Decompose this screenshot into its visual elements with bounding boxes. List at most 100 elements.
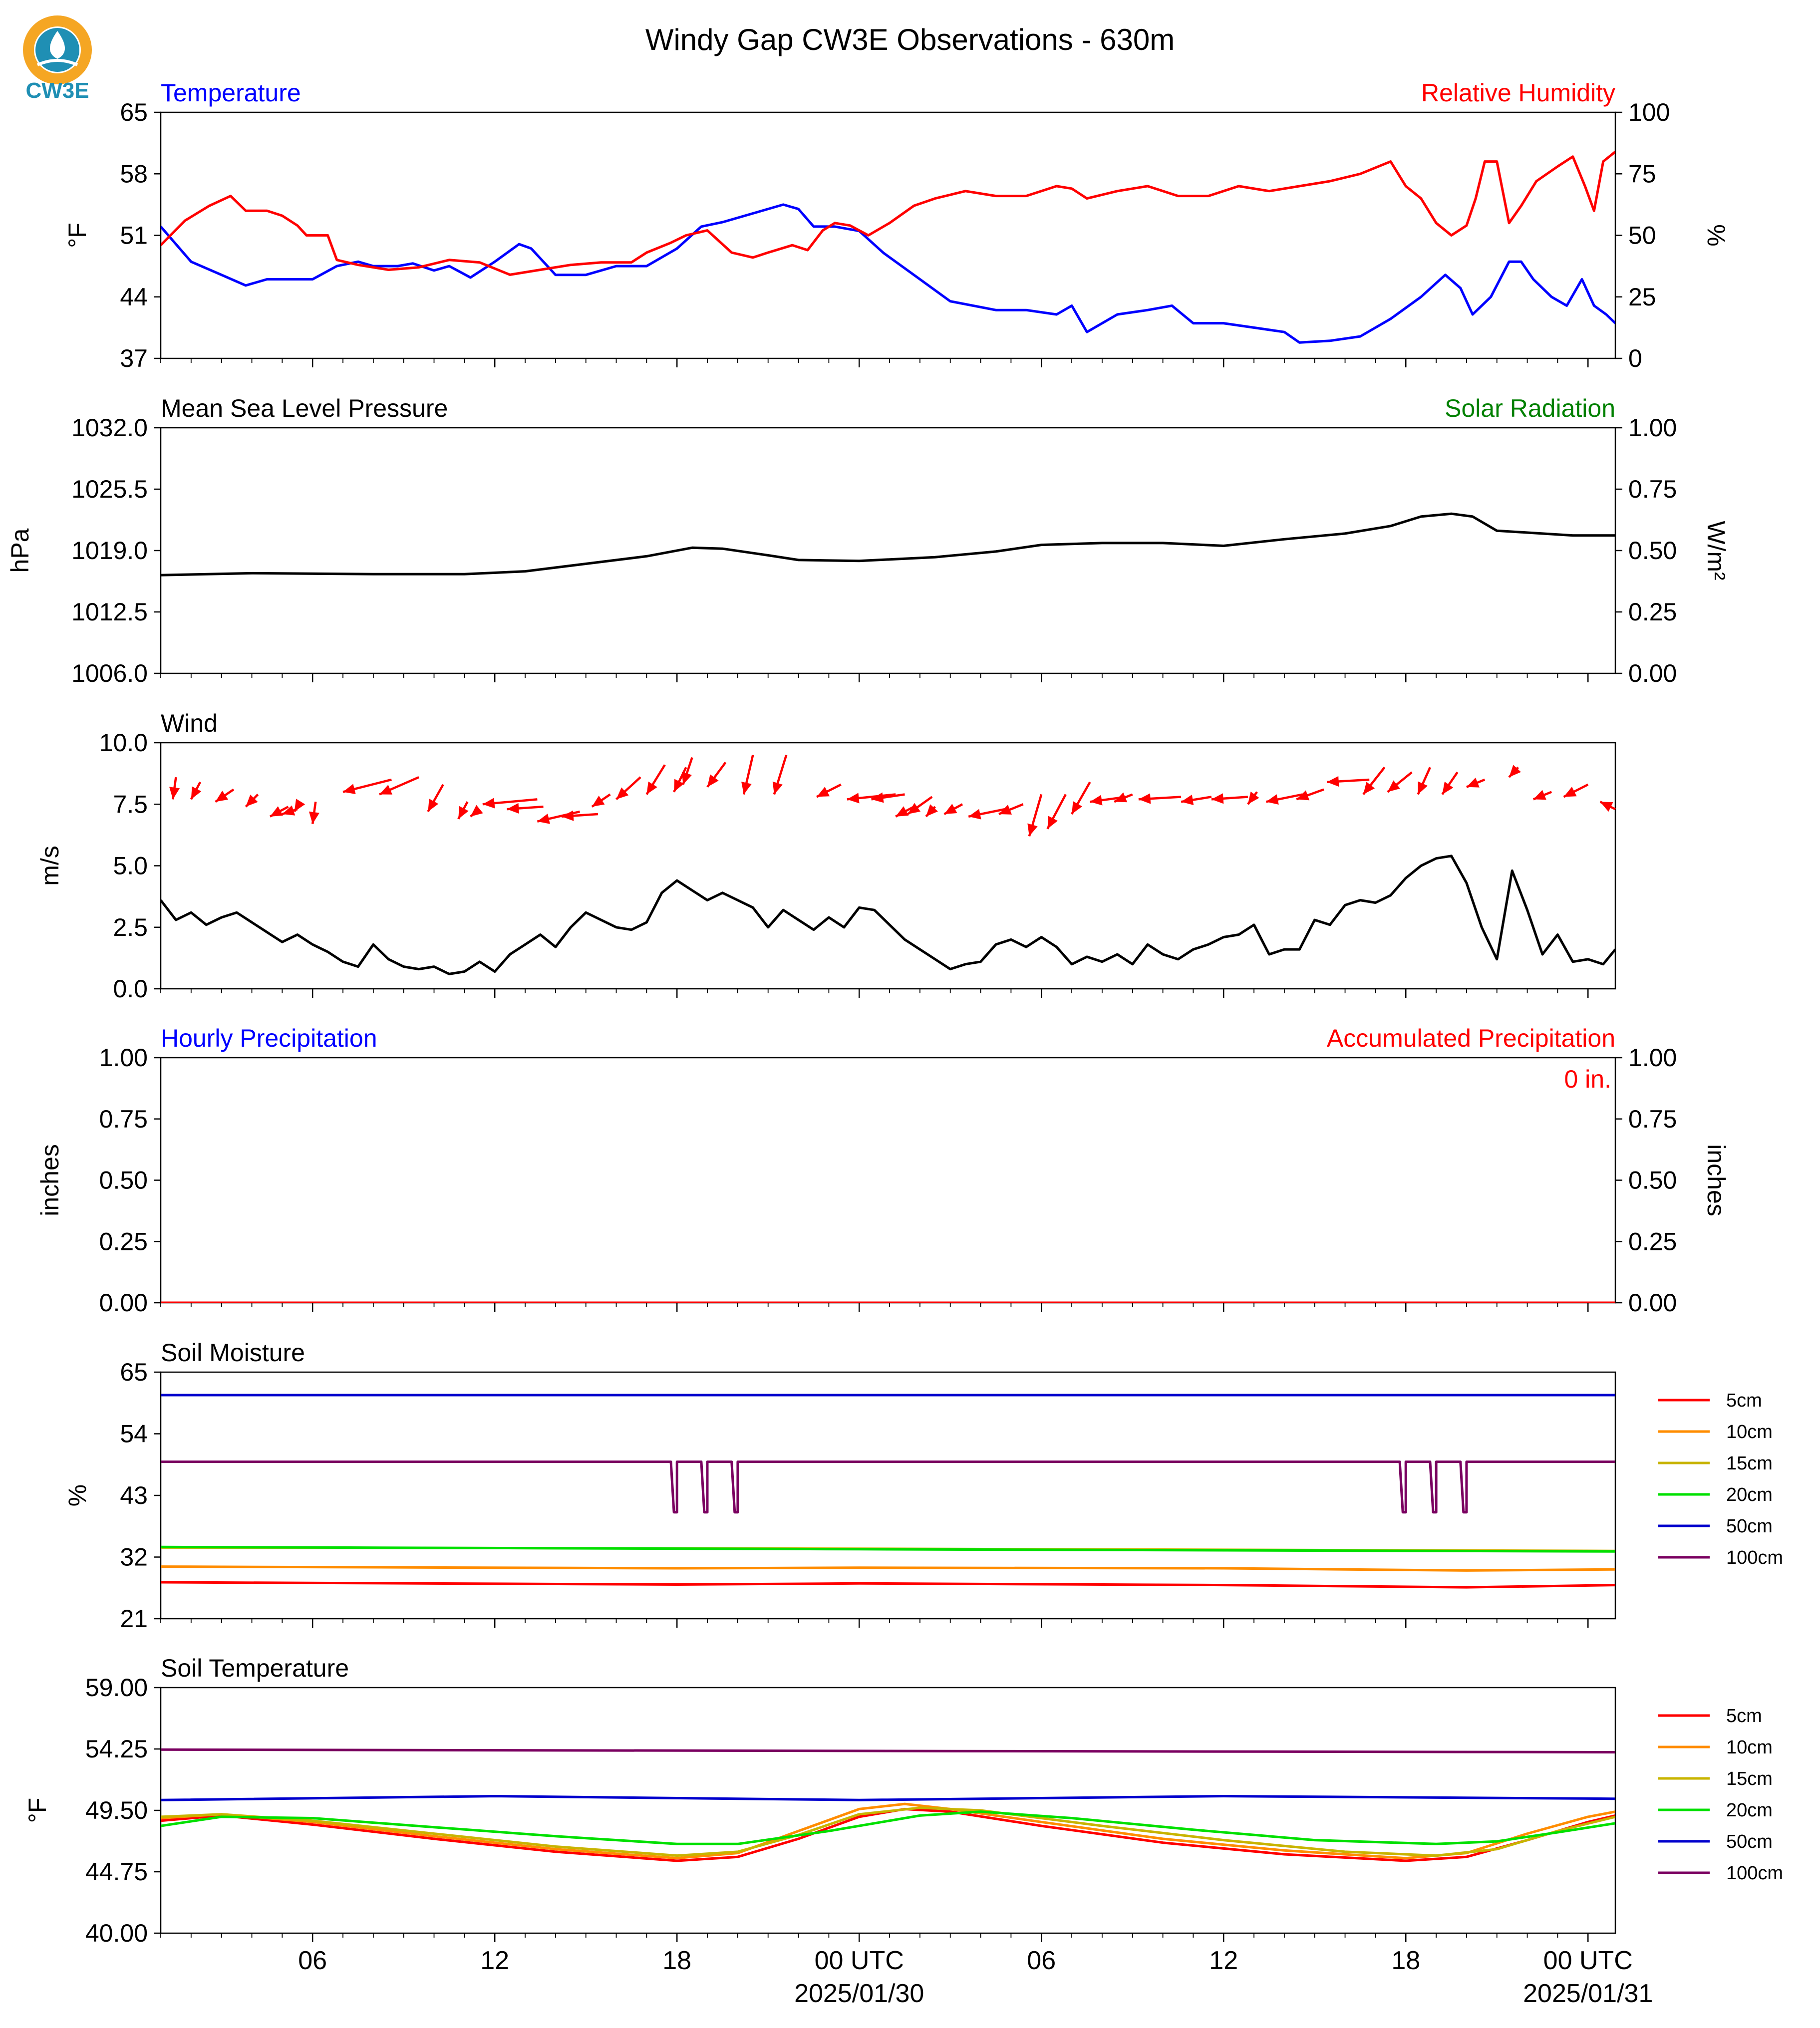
y-tick-label-right: 0.75: [1628, 1105, 1677, 1133]
wind-arrow-head: [507, 803, 519, 814]
series-line-15cm: [161, 1806, 1615, 1857]
logo-drop-icon: [50, 31, 65, 59]
panel-title-left: Wind: [161, 709, 218, 737]
series-line-100cm: [161, 1460, 1615, 1514]
y-axis-label-left: °F: [63, 223, 91, 248]
series-line-100cm: [161, 1748, 1615, 1753]
y-tick-label-right: 50: [1628, 222, 1656, 250]
y-tick-label-left: 32: [120, 1543, 148, 1571]
y-tick-label-left: 0.50: [99, 1166, 148, 1194]
y-tick-label-left: 2.5: [113, 913, 148, 941]
y-tick-label-left: 1025.5: [71, 475, 148, 503]
panel-title-right: Solar Radiation: [1445, 394, 1615, 422]
wind-arrow-head: [871, 792, 884, 803]
panel-wind: Wind 0.0 2.5 5.0 7.5 10.0 m/s: [36, 709, 1616, 1003]
y-tick-label-left: 43: [120, 1481, 148, 1509]
wind-arrow-head: [772, 781, 783, 795]
wind-arrow-head: [999, 805, 1012, 815]
x-tick-label: 06: [298, 1946, 327, 1975]
x-tick-label: 18: [662, 1946, 691, 1975]
wind-arrow-head: [482, 798, 495, 809]
accumulated-total-label: 0 in.: [1564, 1065, 1611, 1093]
wind-arrow-head: [817, 787, 830, 797]
y-tick-label-right: 0.25: [1628, 598, 1677, 626]
wind-arrow-head: [741, 782, 752, 795]
y-tick-label-left: 49.50: [85, 1796, 148, 1824]
y-tick-label-left: 51: [120, 222, 148, 250]
plot-frame: [160, 111, 1616, 359]
series-line-left: [161, 203, 1615, 344]
plot-frame: [160, 742, 1616, 990]
y-tick-label-right: 0.00: [1628, 1289, 1677, 1317]
legend-label: 100cm: [1726, 1863, 1783, 1884]
data-layer: [161, 150, 1615, 344]
y-axis-label-left: hPa: [6, 528, 34, 573]
y-tick-label-right: 0.25: [1628, 1227, 1677, 1255]
y-tick-label-right: 25: [1628, 283, 1656, 311]
x-tick-label: 06: [1027, 1946, 1056, 1975]
y-tick-label-left: 44: [120, 283, 148, 311]
wind-arrow-head: [1090, 795, 1103, 806]
panel-title-left: Hourly Precipitation: [161, 1024, 377, 1052]
wind-arrow-head: [308, 811, 319, 824]
legend-label: 50cm: [1726, 1516, 1773, 1537]
wind-arrow-head: [674, 779, 684, 792]
wind-arrow-head: [616, 787, 629, 800]
panel-soil-temp: Soil Temperature 40.00 44.75 49.50 54.25 59.0…: [23, 1654, 1783, 1947]
panel-precip: Hourly Precipitation Accumulated Precipit…: [36, 1024, 1730, 1317]
panel-title-left: Soil Temperature: [161, 1654, 349, 1682]
y-tick-label-right: 75: [1628, 160, 1656, 188]
panel-title-right: Relative Humidity: [1421, 79, 1615, 107]
y-tick-label-left: 65: [120, 1358, 148, 1386]
y-tick-label-left: 5.0: [113, 852, 148, 880]
y-tick-label-right: 0.75: [1628, 475, 1677, 503]
panel-title-left: Mean Sea Level Pressure: [161, 394, 448, 422]
y-tick-label-left: 10.0: [99, 729, 148, 757]
y-tick-label-left: 1019.0: [71, 537, 148, 565]
y-tick-label-left: 0.75: [99, 1105, 148, 1133]
series-line-20cm: [161, 1810, 1615, 1845]
y-tick-label-left: 58: [120, 160, 148, 188]
y-tick-label-left: 54: [120, 1420, 148, 1448]
panel-soil-moisture: Soil Moisture 21 32 43 54 65% 5cm 10cm 15cm 20cm 5…: [63, 1339, 1783, 1633]
panel-title-left: Soil Moisture: [161, 1339, 305, 1367]
wind-arrow-head: [646, 781, 657, 795]
wind-arrow-head: [562, 810, 574, 821]
y-axis-label-left: m/s: [36, 846, 64, 886]
y-tick-label-right: 1.00: [1628, 1044, 1677, 1072]
x-tick-label: 18: [1391, 1946, 1420, 1975]
wind-arrow-head: [270, 806, 283, 817]
x-tick-label: 12: [1209, 1946, 1238, 1975]
panel-pressure: Mean Sea Level Pressure Solar Radiation 10…: [6, 394, 1730, 687]
wind-arrow-head: [1027, 823, 1038, 837]
y-tick-label-left: 59.00: [85, 1674, 148, 1702]
legend-label: 100cm: [1726, 1547, 1783, 1568]
wind-arrow-head: [1466, 777, 1480, 788]
y-tick-label-right: 0.00: [1628, 659, 1677, 687]
y-tick-label-left: 65: [120, 98, 148, 126]
legend-label: 20cm: [1726, 1484, 1773, 1505]
y-axis-label-right: W/m²: [1702, 521, 1730, 580]
data-layer: [161, 512, 1615, 577]
legend-label: 10cm: [1726, 1737, 1773, 1758]
legend-label: 5cm: [1726, 1706, 1762, 1727]
y-axis-label-right: inches: [1702, 1144, 1730, 1216]
logo-wave-icon: [36, 59, 78, 66]
wind-arrow-head: [379, 785, 393, 795]
legend-label: 10cm: [1726, 1422, 1773, 1443]
y-tick-label-left: 1032.0: [71, 414, 148, 442]
y-tick-label-left: 1.00: [99, 1044, 148, 1072]
x-date-label: 2025/01/30: [794, 1979, 924, 2008]
y-axis-label-left: inches: [36, 1144, 64, 1216]
wind-arrow-head: [215, 791, 229, 802]
wind-arrow-head: [1266, 794, 1279, 805]
wind-arrow-head: [470, 805, 483, 817]
series-line-right: [161, 150, 1615, 276]
wind-arrow-head: [537, 814, 550, 824]
plot-frame: [160, 1371, 1616, 1620]
figure-title: Windy Gap CW3E Observations - 630m: [645, 23, 1175, 56]
plot-frame: [160, 427, 1616, 674]
wind-arrow-head: [428, 799, 439, 812]
wind-arrow-head: [1442, 781, 1454, 795]
